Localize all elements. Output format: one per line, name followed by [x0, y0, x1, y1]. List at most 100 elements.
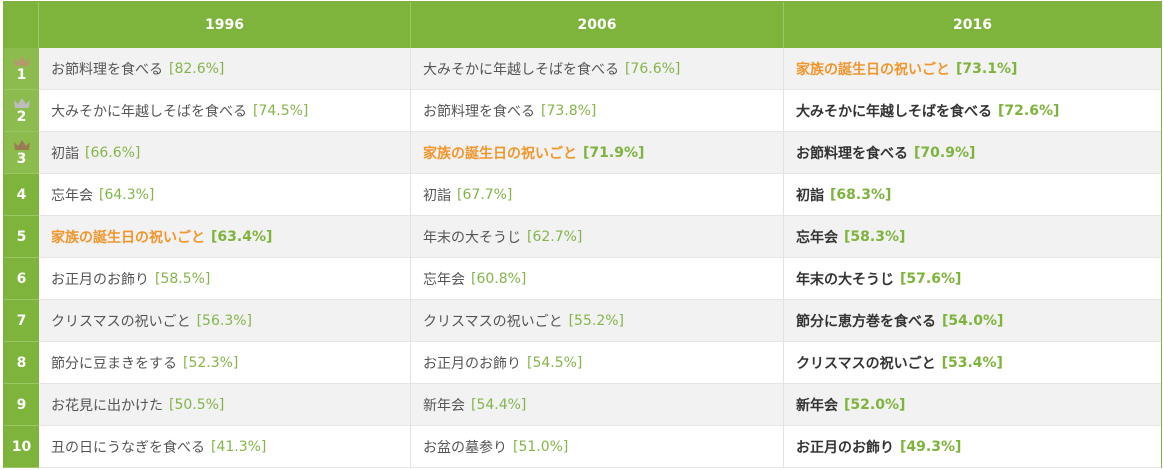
table-row: 8 節分に豆まきをする [52.3%] お正月のお飾り [54.5%] クリスマスの祝いご…: [4, 342, 1161, 384]
activity-label: 新年会: [796, 397, 838, 414]
activity-label: 丑の日にうなぎを食べる: [51, 439, 205, 456]
percentage-value: [54.5%]: [527, 354, 583, 371]
ranking-cell-2016: 大みそかに年越しそばを食べる [72.6%]: [784, 90, 1161, 132]
percentage-value: [56.3%]: [196, 312, 252, 329]
activity-label: 初詣: [796, 187, 824, 204]
ranking-cell-2016: お正月のお飾り [49.3%]: [784, 426, 1161, 468]
ranking-cell-2016: 新年会 [52.0%]: [784, 384, 1161, 426]
activity-label: クリスマスの祝いごと: [51, 313, 191, 330]
table-row: 5 家族の誕生日の祝いごと [63.4%] 年末の大そうじ [62.7%] 忘年会 [58.…: [4, 216, 1161, 258]
activity-label: お花見に出かけた: [51, 397, 163, 414]
rank-cell: 10: [4, 426, 39, 468]
ranking-table: 1996 2006 2016 1 お節料理を食べる [82.6%] 大みそかに年越しそ…: [3, 1, 1162, 468]
activity-label: 新年会: [423, 397, 465, 414]
rank-number: 9: [16, 396, 27, 413]
activity-label: 忘年会: [796, 229, 838, 246]
ranking-cell-2006: 忘年会 [60.8%]: [411, 258, 784, 300]
rank-number: 5: [16, 228, 27, 245]
ranking-cell-1996: お正月のお飾り [58.5%]: [39, 258, 411, 300]
rank-cell: 2: [4, 90, 39, 132]
rank-number: 7: [16, 312, 27, 329]
ranking-cell-2016: 家族の誕生日の祝いごと [73.1%]: [784, 48, 1161, 90]
percentage-value: [54.0%]: [942, 312, 1004, 329]
table-row: 9 お花見に出かけた [50.5%] 新年会 [54.4%] 新年会 [52.0%]: [4, 384, 1161, 426]
gold-crown-icon: [13, 56, 30, 66]
table-row: 4 忘年会 [64.3%] 初詣 [67.7%] 初詣 [68.3%]: [4, 174, 1161, 216]
activity-label: 家族の誕生日の祝いごと: [423, 145, 577, 162]
rank-cell: 1: [4, 48, 39, 90]
activity-label: お盆の墓参り: [423, 439, 507, 456]
silver-crown-icon: [13, 98, 30, 108]
rank-cell: 6: [4, 258, 39, 300]
ranking-cell-1996: 忘年会 [64.3%]: [39, 174, 411, 216]
ranking-cell-2016: 忘年会 [58.3%]: [784, 216, 1161, 258]
ranking-cell-2006: 家族の誕生日の祝いごと [71.9%]: [411, 132, 784, 174]
percentage-value: [60.8%]: [471, 270, 527, 287]
activity-label: お正月のお飾り: [51, 271, 149, 288]
ranking-cell-2016: お節料理を食べる [70.9%]: [784, 132, 1161, 174]
ranking-cell-1996: 丑の日にうなぎを食べる [41.3%]: [39, 426, 411, 468]
rank-number: 8: [16, 354, 27, 371]
percentage-value: [72.6%]: [998, 102, 1060, 119]
percentage-value: [71.9%]: [583, 144, 645, 161]
rank-cell: 3: [4, 132, 39, 174]
percentage-value: [63.4%]: [211, 228, 273, 245]
year-header-2016: 2016: [953, 17, 992, 33]
activity-label: お節料理を食べる: [423, 103, 535, 120]
activity-label: 家族の誕生日の祝いごと: [796, 61, 950, 78]
percentage-value: [62.7%]: [527, 228, 583, 245]
year-header-2006: 2006: [411, 2, 784, 48]
activity-label: 初詣: [423, 187, 451, 204]
percentage-value: [73.1%]: [956, 60, 1018, 77]
ranking-cell-2016: 年末の大そうじ [57.6%]: [784, 258, 1161, 300]
percentage-value: [41.3%]: [211, 438, 267, 455]
activity-label: お節料理を食べる: [51, 61, 163, 78]
percentage-value: [55.2%]: [568, 312, 624, 329]
percentage-value: [49.3%]: [900, 438, 962, 455]
activity-label: 忘年会: [423, 271, 465, 288]
year-header-1996: 1996: [39, 2, 411, 48]
activity-label: 節分に豆まきをする: [51, 355, 177, 372]
percentage-value: [52.3%]: [183, 354, 239, 371]
activity-label: クリスマスの祝いごと: [796, 355, 936, 372]
activity-label: 大みそかに年越しそばを食べる: [51, 103, 247, 120]
percentage-value: [54.4%]: [471, 396, 527, 413]
ranking-cell-2016: 初詣 [68.3%]: [784, 174, 1161, 216]
ranking-cell-2006: 初詣 [67.7%]: [411, 174, 784, 216]
ranking-cell-2016: 節分に恵方巻を食べる [54.0%]: [784, 300, 1161, 342]
rank-cell: 9: [4, 384, 39, 426]
rank-cell: 4: [4, 174, 39, 216]
percentage-value: [58.5%]: [155, 270, 211, 287]
ranking-cell-1996: 家族の誕生日の祝いごと [63.4%]: [39, 216, 411, 258]
activity-label: お節料理を食べる: [796, 145, 908, 162]
activity-label: 忘年会: [51, 187, 93, 204]
ranking-cell-2006: 年末の大そうじ [62.7%]: [411, 216, 784, 258]
rank-number: 10: [11, 438, 32, 455]
ranking-cell-2006: クリスマスの祝いごと [55.2%]: [411, 300, 784, 342]
activity-label: 初詣: [51, 145, 79, 162]
ranking-cell-1996: クリスマスの祝いごと [56.3%]: [39, 300, 411, 342]
ranking-cell-2006: お盆の墓参り [51.0%]: [411, 426, 784, 468]
percentage-value: [50.5%]: [169, 396, 225, 413]
percentage-value: [51.0%]: [513, 438, 569, 455]
percentage-value: [67.7%]: [457, 186, 513, 203]
ranking-cell-2006: お節料理を食べる [73.8%]: [411, 90, 784, 132]
activity-label: 節分に恵方巻を食べる: [796, 313, 936, 330]
ranking-cell-2006: 新年会 [54.4%]: [411, 384, 784, 426]
activity-label: 大みそかに年越しそばを食べる: [423, 61, 619, 78]
rank-number: 1: [16, 67, 27, 83]
activity-label: お正月のお飾り: [796, 439, 894, 456]
rank-number: 4: [16, 186, 27, 203]
rank-cell: 7: [4, 300, 39, 342]
activity-label: お正月のお飾り: [423, 355, 521, 372]
percentage-value: [73.8%]: [541, 102, 597, 119]
percentage-value: [70.9%]: [914, 144, 976, 161]
percentage-value: [57.6%]: [900, 270, 962, 287]
ranking-cell-1996: 節分に豆まきをする [52.3%]: [39, 342, 411, 384]
ranking-cell-2006: 大みそかに年越しそばを食べる [76.6%]: [411, 48, 784, 90]
table-row: 10 丑の日にうなぎを食べる [41.3%] お盆の墓参り [51.0%] お正月のお飾り…: [4, 426, 1161, 468]
rank-cell: 5: [4, 216, 39, 258]
ranking-cell-1996: 大みそかに年越しそばを食べる [74.5%]: [39, 90, 411, 132]
rank-column-header: [4, 2, 39, 48]
percentage-value: [82.6%]: [169, 60, 225, 77]
